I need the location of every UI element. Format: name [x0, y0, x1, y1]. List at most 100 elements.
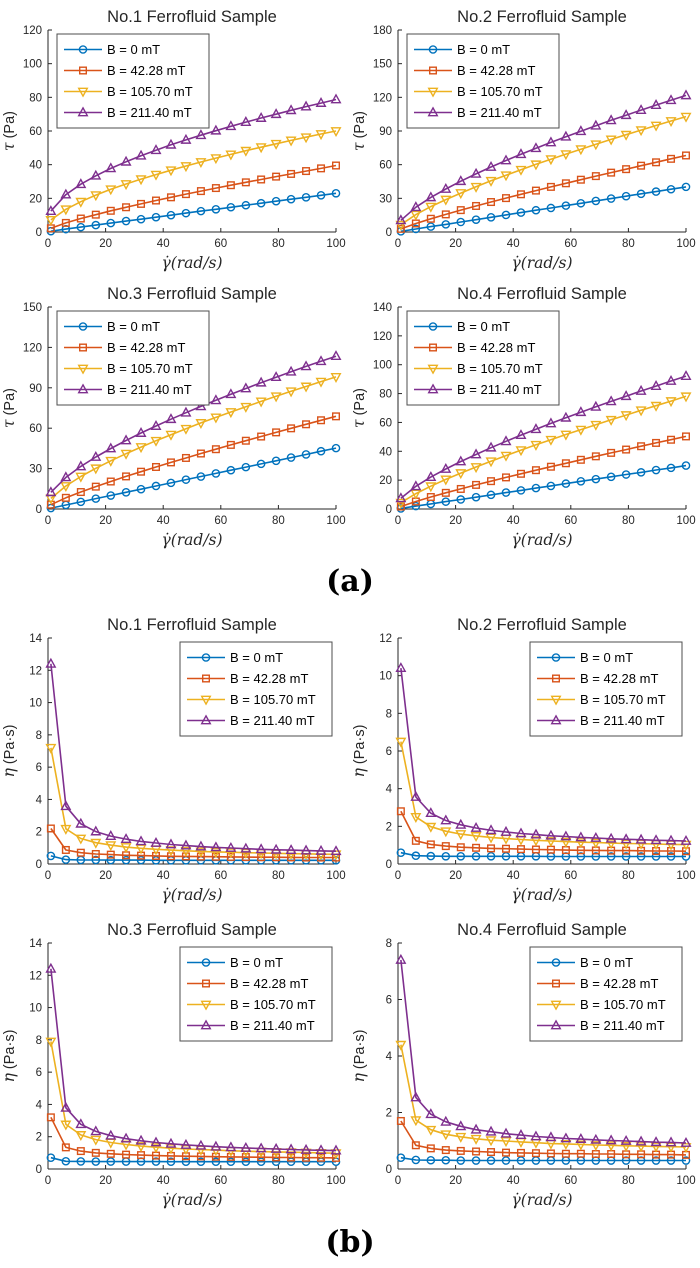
series-marker-b-0-mt [286, 453, 296, 462]
series-marker-b-105-70-mt [315, 377, 327, 388]
series-marker-b-42-28-mt [226, 440, 235, 449]
series-marker-b-42-28-mt [396, 1116, 405, 1125]
y-tick-label: 6 [36, 1067, 42, 1079]
series-marker-b-0-mt [591, 852, 601, 861]
series-marker-b-0-mt [576, 198, 586, 208]
series-marker-b-105-70-mt [135, 443, 147, 454]
series-marker-b-42-28-mt [531, 466, 540, 475]
series-marker-b-0-mt [666, 463, 676, 473]
series-marker-b-0-mt [151, 1157, 161, 1166]
legend-label: B = 0 mT [457, 42, 510, 57]
y-tick-label: 2 [386, 821, 392, 833]
series-marker-b-42-28-mt [441, 488, 450, 497]
series-marker-b-211-40-mt [665, 94, 677, 105]
x-tick-label: 40 [507, 238, 520, 250]
x-tick-label: 0 [45, 870, 51, 882]
y-tick-label: 140 [373, 302, 392, 314]
x-tick-label: 60 [564, 515, 577, 527]
series-marker-b-0-mt [606, 472, 616, 482]
legend-entry-b-0-mt: B = 0 mT [187, 955, 283, 970]
series-marker-b-0-mt [471, 215, 481, 224]
y-axis-unit: (Pa) [2, 111, 18, 142]
x-tick-label: 100 [326, 870, 345, 882]
series-marker-b-211-40-mt [255, 376, 267, 387]
series-marker-b-42-28-mt [106, 206, 115, 215]
y-axis-unit: (Pa) [2, 388, 18, 419]
series-marker-b-42-28-mt [166, 852, 175, 861]
y-axis-unit: (Pa·s) [352, 1030, 368, 1074]
series-marker-b-211-40-mt [255, 843, 267, 854]
series-marker-b-42-28-mt [302, 1153, 311, 1162]
series-marker-b-105-70-mt [665, 1142, 677, 1153]
series-marker-b-0-mt [486, 212, 496, 222]
series-b-105-70-mt [45, 1037, 342, 1160]
panel-b-grid: No.1 Ferrofluid Sample 0 20 40 60 80 100 0 2 4 6 8 1… [0, 610, 700, 1220]
legend-entry-b-211-40-mt: B = 211.40 mT [414, 382, 542, 397]
x-tick-label: 100 [676, 238, 695, 250]
series-marker-b-105-70-mt [165, 1144, 177, 1155]
chart-svg-b2: No.2 Ferrofluid Sample 0 20 40 60 80 100 0 2 4 6 8 1… [350, 616, 696, 904]
legend-label: B = 0 mT [107, 319, 160, 334]
y-tick-label: 60 [29, 126, 42, 138]
series-b-211-40-mt [45, 962, 342, 1155]
x-tick-label: 80 [622, 1175, 635, 1187]
chart-viscosity-sample3: No.3 Ferrofluid Sample 0 20 40 60 80 100 0 2 4 6 8 1… [0, 915, 350, 1220]
series-marker-b-211-40-mt [680, 834, 692, 845]
series-marker-b-42-28-mt [546, 462, 555, 471]
series-marker-b-105-70-mt [530, 440, 542, 451]
y-axis-label: τ (Pa) [0, 388, 18, 428]
series-marker-b-0-mt [471, 1156, 481, 1165]
series-marker-b-105-70-mt [560, 150, 572, 161]
series-marker-b-211-40-mt [60, 800, 72, 811]
y-axis-label: η (Pa·s) [350, 1030, 368, 1083]
series-marker-b-42-28-mt [576, 455, 585, 464]
series-marker-b-0-mt [76, 222, 86, 232]
legend: B = 0 mT B = 42.28 mT B = 105.70 mT B = 211… [406, 310, 560, 406]
series-marker-b-0-mt [106, 855, 116, 865]
series-marker-b-105-70-mt [575, 838, 587, 849]
series-marker-b-0-mt [46, 1153, 56, 1162]
series-line-b-0-mt [400, 186, 687, 233]
series-marker-b-0-mt [256, 459, 266, 469]
series-marker-b-0-mt [426, 222, 436, 231]
series-marker-b-211-40-mt [620, 1134, 632, 1145]
series-marker-b-105-70-mt [665, 397, 677, 408]
series-marker-b-42-28-mt [317, 164, 326, 173]
legend-label: B = 0 mT [230, 955, 283, 970]
legend-entry-b-42-28-mt: B = 42.28 mT [187, 671, 308, 686]
series-marker-b-211-40-mt [210, 841, 222, 852]
series-marker-b-42-28-mt [46, 500, 55, 509]
legend-entry-b-105-70-mt: B = 105.70 mT [64, 361, 193, 376]
legend-label: B = 42.28 mT [107, 63, 185, 78]
series-marker-b-105-70-mt [530, 160, 542, 171]
series-marker-b-42-28-mt [317, 1153, 326, 1162]
series-marker-b-105-70-mt [180, 162, 192, 173]
series-marker-b-105-70-mt [395, 1040, 407, 1051]
series-marker-b-42-28-mt [91, 482, 100, 491]
y-axis-symbol: τ [0, 142, 18, 151]
series-marker-b-211-40-mt [620, 390, 632, 401]
series-marker-b-42-28-mt [181, 190, 190, 199]
series-marker-b-211-40-mt [105, 162, 117, 173]
x-tick-label: 80 [272, 238, 285, 250]
series-marker-b-0-mt [286, 194, 296, 204]
y-axis-symbol: η [350, 767, 368, 777]
legend-marker [201, 958, 211, 967]
series-marker-b-105-70-mt [150, 436, 162, 447]
series-b-105-70-mt [395, 392, 692, 509]
series-marker-b-0-mt [651, 187, 661, 196]
series-marker-b-42-28-mt [561, 459, 570, 468]
series-marker-b-42-28-mt [516, 845, 525, 854]
series-marker-b-105-70-mt [105, 841, 117, 852]
series-marker-b-0-mt [256, 1157, 266, 1167]
legend-label: B = 105.70 mT [107, 84, 193, 99]
series-marker-b-105-70-mt [315, 130, 327, 141]
series-marker-b-211-40-mt [440, 462, 452, 473]
series-marker-b-211-40-mt [590, 400, 602, 411]
legend: B = 0 mT B = 42.28 mT B = 105.70 mT B = 211… [406, 33, 560, 129]
series-marker-b-211-40-mt [75, 178, 87, 189]
series-b-0-mt [396, 182, 691, 236]
series-b-105-70-mt [395, 1040, 692, 1154]
y-tick-label: 14 [29, 633, 42, 645]
legend-entry-b-0-mt: B = 0 mT [64, 42, 160, 57]
